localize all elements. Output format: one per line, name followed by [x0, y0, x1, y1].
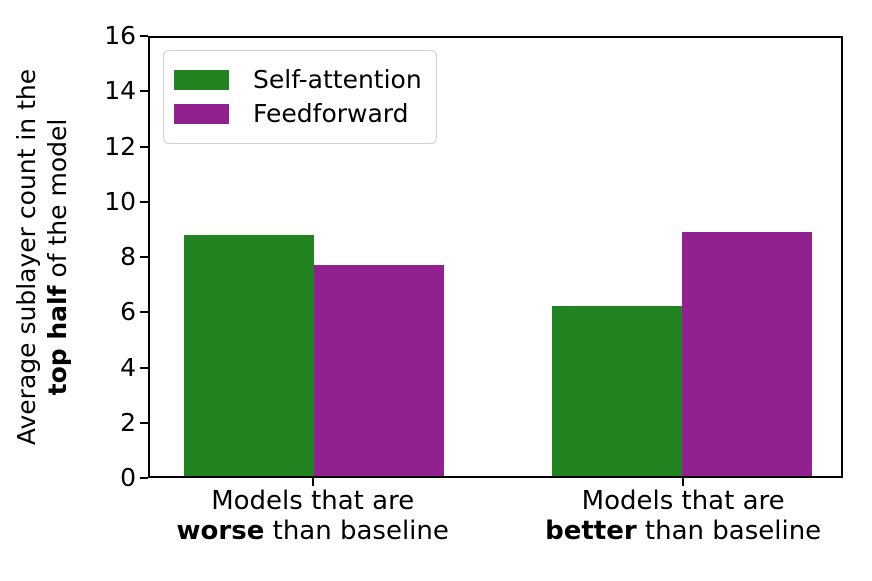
legend-swatch-feedforward	[174, 104, 229, 124]
legend-swatch-self-attention	[174, 70, 229, 90]
y-tick-mark-16	[140, 35, 148, 37]
y-tick-label-8: 8	[120, 242, 136, 271]
y-tick-mark-10	[140, 200, 148, 203]
x-tick-label-rest: than baseline	[636, 516, 822, 546]
x-tick-label-group2: Models that are better than baseline	[545, 486, 821, 546]
y-tick-label-16: 16	[104, 21, 136, 50]
legend-row-feedforward: Feedforward	[174, 98, 426, 130]
bar-feedforward-group2	[682, 232, 812, 476]
y-tick-label-10: 10	[104, 186, 136, 216]
x-tick-label-line2: better than baseline	[545, 516, 821, 546]
y-tick-mark-2	[140, 421, 148, 424]
bar-self-attention-group2	[552, 306, 683, 476]
y-tick-label-0: 0	[120, 463, 136, 492]
y-tick-mark-4	[140, 366, 148, 369]
plot-area	[148, 36, 843, 478]
y-tick-mark-6	[140, 311, 148, 314]
legend-label-self-attention: Self-attention	[253, 65, 422, 94]
x-tick-label-rest: than baseline	[264, 516, 449, 546]
y-tick-label-4: 4	[120, 352, 136, 382]
legend-row-self-attention: Self-attention	[174, 64, 426, 96]
bar-self-attention-group1	[183, 235, 314, 476]
y-tick-mark-8	[140, 256, 148, 258]
x-tick-label-line1: Models that are	[211, 486, 415, 516]
legend-label-feedforward: Feedforward	[253, 99, 409, 128]
y-tick-label-12: 12	[104, 131, 136, 161]
x-tick-label-line2: worse than baseline	[177, 516, 449, 546]
y-tick-label-2: 2	[120, 407, 136, 437]
y-tick-mark-12	[140, 145, 148, 148]
x-tick-mark-group2	[682, 478, 685, 486]
bar-feedforward-group1	[313, 265, 444, 476]
x-tick-label-bold-word: better	[545, 516, 637, 546]
y-tick-mark-14	[140, 90, 148, 93]
y-tick-label-14: 14	[104, 76, 136, 106]
x-tick-label-bold-word: worse	[176, 516, 265, 546]
y-tick-label-6: 6	[120, 297, 136, 327]
y-tick-mark-0	[140, 477, 148, 479]
legend: Self-attention Feedforward	[163, 50, 437, 144]
x-tick-mark-group1	[311, 478, 314, 486]
x-tick-label-group1: Models that are worse than baseline	[177, 486, 449, 546]
x-tick-label-line1: Models that are	[581, 486, 785, 516]
